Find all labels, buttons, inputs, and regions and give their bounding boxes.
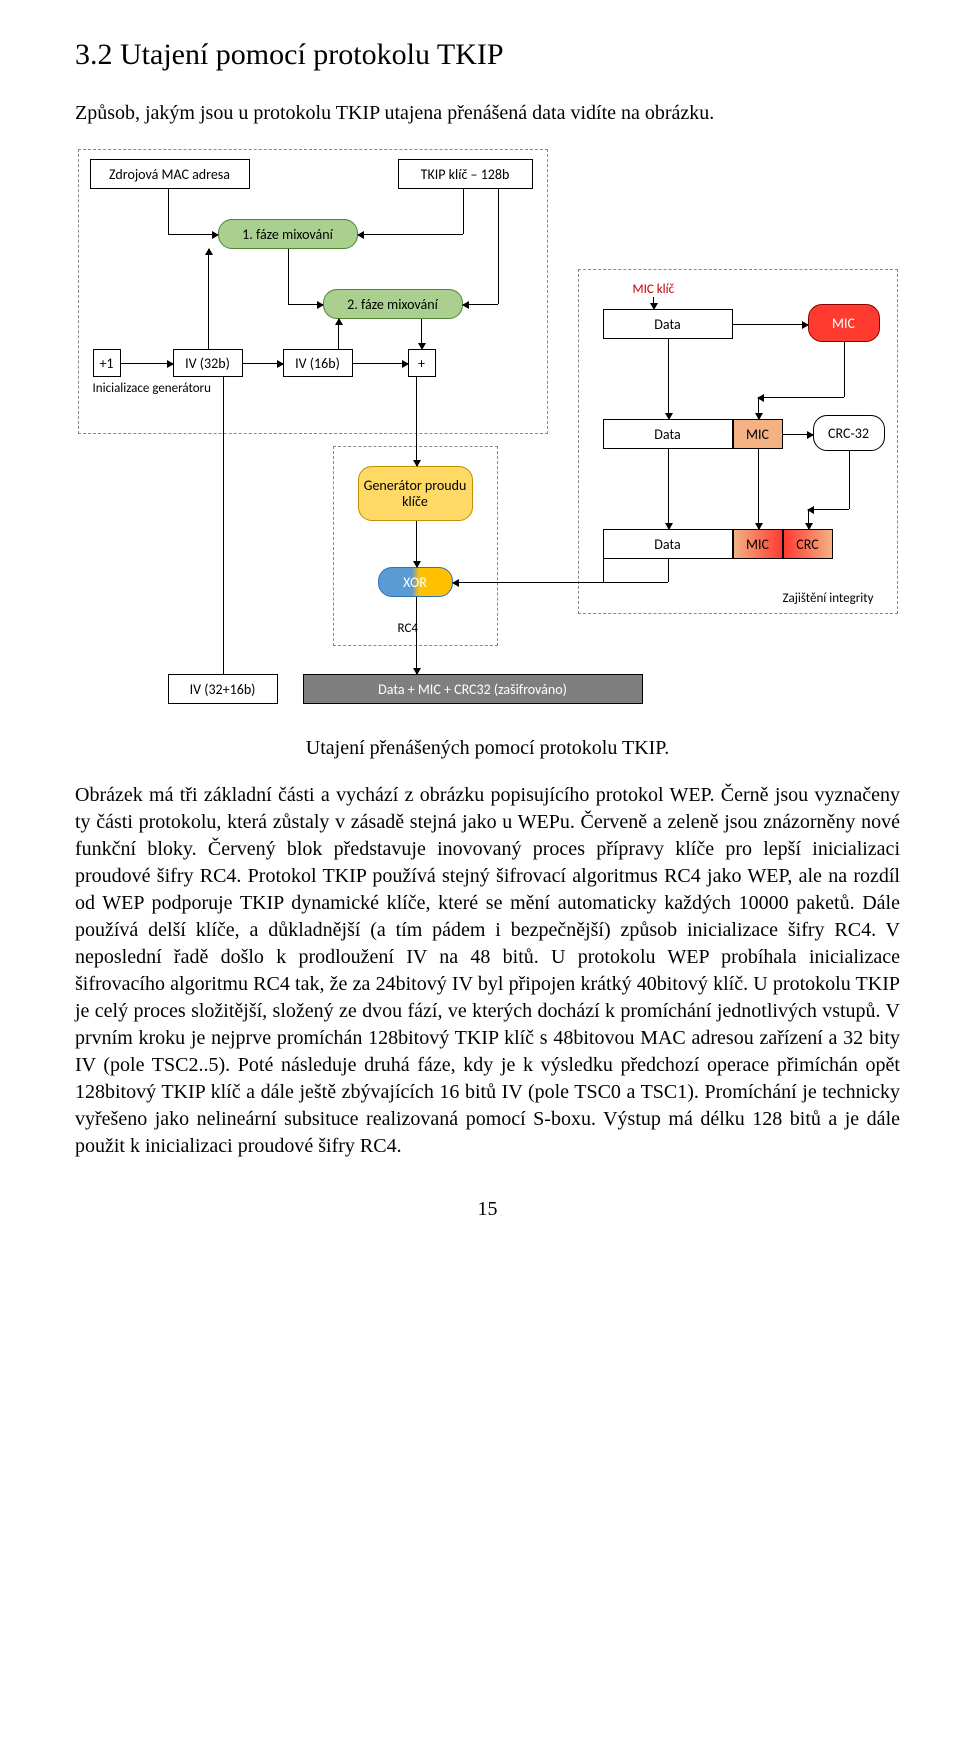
tkip-diagram: Zdrojová MAC adresa TKIP klíč – 128b 1. … [78,149,898,719]
iv32-label: IV (32b) [185,355,230,372]
body-paragraph: Obrázek má tři základní části a vychází … [75,782,900,1160]
diagram-caption: Utajení přenášených pomocí protokolu TKI… [75,737,900,760]
integrity-label: Zajištění integrity [783,591,874,606]
data2-block: Data [603,419,733,449]
crc3-label: CRC [796,536,818,553]
mic-node-label: MIC [832,315,855,332]
data3-block: Data [603,529,733,559]
iv16-block: IV (16b) [283,349,353,377]
mic3-label: MIC [746,536,769,553]
data1-label: Data [654,316,680,333]
xor-block: XOR [378,567,453,597]
iv32-block: IV (32b) [173,349,243,377]
mix1-block: 1. fáze mixování [218,219,358,249]
mix2-label: 2. fáze mixování [347,296,438,313]
diagram-container: Zdrojová MAC adresa TKIP klíč – 128b 1. … [78,149,898,719]
data3-label: Data [654,536,680,553]
plus-block: + [408,349,436,377]
data2-label: Data [654,426,680,443]
enc-output-label: Data + MIC + CRC32 (zašifrováno) [378,681,567,698]
mic-node-block: MIC [808,304,880,342]
plus-label: + [418,355,425,372]
ksg-label: Generátor proudu klíče [363,478,468,509]
mic3-block: MIC [733,529,783,559]
data1-block: Data [603,309,733,339]
mic-key-label: MIC klíč [633,282,675,297]
tkip-key-label: TKIP klíč – 128b [421,166,510,183]
mic2-block: MIC [733,419,783,449]
iv-output-block: IV (32+16b) [168,674,278,704]
mix1-label: 1. fáze mixování [242,226,333,243]
iv-output-label: IV (32+16b) [190,681,256,698]
page-number: 15 [75,1198,900,1221]
tkip-key-block: TKIP klíč – 128b [398,159,533,189]
src-mac-label: Zdrojová MAC adresa [109,166,230,183]
crc32-node-block: CRC-32 [813,415,885,451]
plus1-block: +1 [93,349,121,377]
plus1-label: +1 [99,355,113,372]
iv16-label: IV (16b) [295,355,340,372]
src-mac-block: Zdrojová MAC adresa [90,159,250,189]
enc-output-block: Data + MIC + CRC32 (zašifrováno) [303,674,643,704]
section-heading: 3.2 Utajení pomocí protokolu TKIP [75,38,900,72]
crc32-node-label: CRC-32 [828,425,869,442]
xor-label: XOR [403,574,427,591]
crc3-block: CRC [783,529,833,559]
intro-paragraph: Způsob, jakým jsou u protokolu TKIP utaj… [75,100,900,127]
ksg-block: Generátor proudu klíče [358,466,473,521]
mic2-label: MIC [746,426,769,443]
mix2-block: 2. fáze mixování [323,289,463,319]
init-generator-label: Inicializace generátoru [93,381,211,396]
